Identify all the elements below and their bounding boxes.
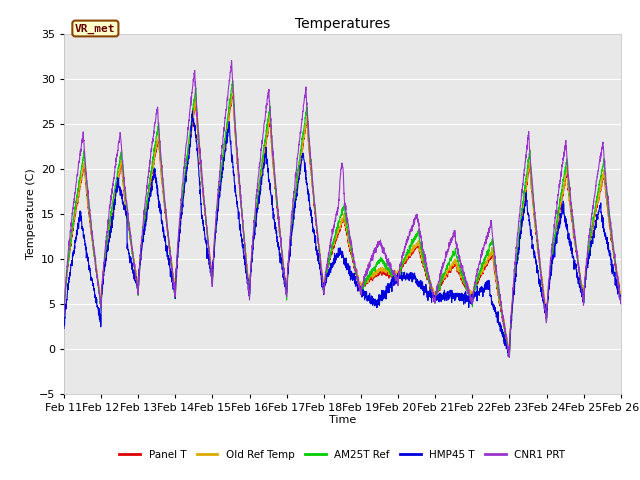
Text: VR_met: VR_met — [75, 24, 116, 34]
Line: AM25T Ref: AM25T Ref — [64, 81, 621, 358]
HMP45 T — [504, 354, 512, 360]
Line: Panel T: Panel T — [64, 90, 621, 353]
Old Ref Temp — [157, 161, 164, 167]
CNR1 PRT — [124, 208, 131, 214]
Old Ref Temp — [617, 295, 625, 300]
Line: HMP45 T: HMP45 T — [64, 111, 621, 357]
AM25T Ref — [124, 211, 131, 217]
HMP45 T — [298, 157, 306, 163]
Old Ref Temp — [298, 148, 306, 154]
Old Ref Temp — [124, 215, 131, 220]
Old Ref Temp — [547, 266, 554, 272]
CNR1 PRT — [606, 219, 614, 225]
CNR1 PRT — [157, 149, 164, 155]
Panel T — [617, 297, 625, 302]
CNR1 PRT — [547, 261, 554, 267]
HMP45 T — [606, 252, 614, 258]
HMP45 T — [274, 240, 282, 246]
AM25T Ref — [547, 268, 554, 274]
HMP45 T — [547, 273, 554, 278]
Old Ref Temp — [606, 223, 614, 229]
Line: CNR1 PRT: CNR1 PRT — [64, 60, 621, 357]
AM25T Ref — [60, 316, 68, 322]
X-axis label: Time: Time — [329, 415, 356, 425]
Panel T — [606, 226, 614, 231]
AM25T Ref — [606, 221, 614, 227]
Panel T — [124, 216, 131, 222]
AM25T Ref — [157, 152, 164, 157]
HMP45 T — [189, 108, 196, 114]
Y-axis label: Temperature (C): Temperature (C) — [26, 168, 36, 259]
Panel T — [60, 309, 68, 315]
CNR1 PRT — [617, 301, 625, 307]
Panel T — [157, 164, 164, 170]
Panel T — [506, 350, 513, 356]
Panel T — [274, 214, 282, 219]
CNR1 PRT — [274, 204, 282, 210]
Panel T — [298, 150, 306, 156]
Line: Old Ref Temp: Old Ref Temp — [64, 88, 621, 351]
CNR1 PRT — [298, 118, 306, 124]
Panel T — [547, 269, 554, 275]
Old Ref Temp — [60, 308, 68, 314]
AM25T Ref — [229, 78, 237, 84]
Old Ref Temp — [506, 348, 513, 354]
HMP45 T — [60, 325, 68, 331]
AM25T Ref — [298, 138, 306, 144]
Old Ref Temp — [274, 210, 282, 216]
Legend: Panel T, Old Ref Temp, AM25T Ref, HMP45 T, CNR1 PRT: Panel T, Old Ref Temp, AM25T Ref, HMP45 … — [115, 445, 570, 464]
AM25T Ref — [274, 205, 282, 211]
HMP45 T — [124, 241, 131, 247]
Old Ref Temp — [229, 85, 237, 91]
HMP45 T — [157, 208, 164, 214]
CNR1 PRT — [60, 312, 68, 318]
Title: Temperatures: Temperatures — [295, 17, 390, 31]
AM25T Ref — [506, 355, 513, 360]
CNR1 PRT — [228, 58, 236, 63]
AM25T Ref — [617, 300, 625, 305]
Panel T — [229, 87, 237, 93]
HMP45 T — [617, 299, 625, 304]
CNR1 PRT — [505, 354, 513, 360]
